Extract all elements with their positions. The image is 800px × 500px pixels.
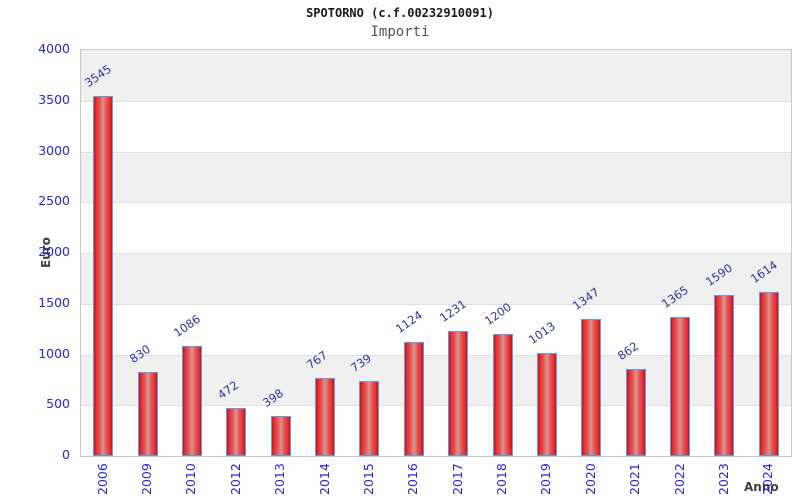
gridline (81, 405, 791, 407)
y-tick-label: 2000 (38, 244, 70, 259)
x-tick-label: 2018 (494, 463, 510, 495)
bar-value-label: 1086 (170, 311, 203, 340)
bar-2010 (181, 345, 202, 456)
bar-2014 (315, 378, 336, 456)
gridline (81, 253, 791, 254)
chart-subtitle: Importi (370, 24, 430, 40)
bar-2018 (492, 334, 513, 456)
bar-2022 (670, 317, 691, 456)
y-tick-label: 0 (62, 447, 70, 462)
x-tick-label: 2013 (272, 463, 288, 495)
bar-2021 (625, 368, 646, 456)
x-tick-label: 2016 (405, 463, 421, 495)
gridline (81, 100, 791, 102)
bar-2024 (758, 292, 779, 456)
x-tick-label: 2022 (671, 463, 687, 495)
x-tick-label: 2015 (360, 463, 376, 495)
x-tick-label: 2019 (538, 463, 554, 495)
x-tick-label: 2014 (316, 463, 332, 495)
gridline (81, 303, 791, 305)
gridline (81, 151, 791, 153)
gridline (81, 354, 791, 356)
y-tick-label: 4000 (38, 41, 70, 56)
bar-2017 (448, 331, 469, 456)
bar-value-label: 1013 (525, 318, 558, 348)
grid-band (81, 151, 791, 203)
bar-2009 (137, 371, 158, 456)
bar-value-label: 1124 (392, 307, 425, 336)
x-tick-label: 2024 (760, 463, 776, 495)
x-tick-label: 2023 (715, 463, 731, 495)
x-tick-label: 2017 (449, 463, 465, 495)
y-tick-label: 1000 (38, 345, 70, 361)
grid-band (81, 50, 791, 101)
plot-area: 3545 830 1086 472 398 767 739 1124 1231 1200 1013 1… (80, 49, 792, 457)
bar-2015 (359, 380, 380, 456)
x-tick-label: 2021 (627, 463, 643, 495)
y-tick-label: 3000 (38, 142, 70, 158)
x-tick-label: 2009 (139, 463, 155, 495)
bar-2012 (226, 408, 247, 456)
bar-2023 (714, 294, 735, 456)
bar-2006 (93, 96, 114, 456)
bar-2016 (403, 341, 424, 456)
x-tick-label: 2006 (94, 463, 110, 495)
chart-title: SPOTORNO (c.f.00232910091) (306, 6, 494, 20)
x-tick-label: 2010 (183, 463, 199, 495)
bar-2020 (581, 319, 602, 456)
x-tick-label: 2020 (582, 463, 598, 495)
y-tick-label: 500 (46, 396, 70, 412)
grid-band (81, 253, 791, 304)
x-axis-title: Anno (744, 480, 779, 494)
y-tick-label: 2500 (38, 193, 70, 209)
y-tick-label: 3500 (38, 91, 70, 107)
gridline (81, 202, 791, 204)
bar-2019 (536, 353, 557, 456)
bar-2013 (270, 415, 291, 456)
y-tick-label: 1500 (38, 294, 70, 310)
x-tick-label: 2012 (227, 463, 243, 495)
